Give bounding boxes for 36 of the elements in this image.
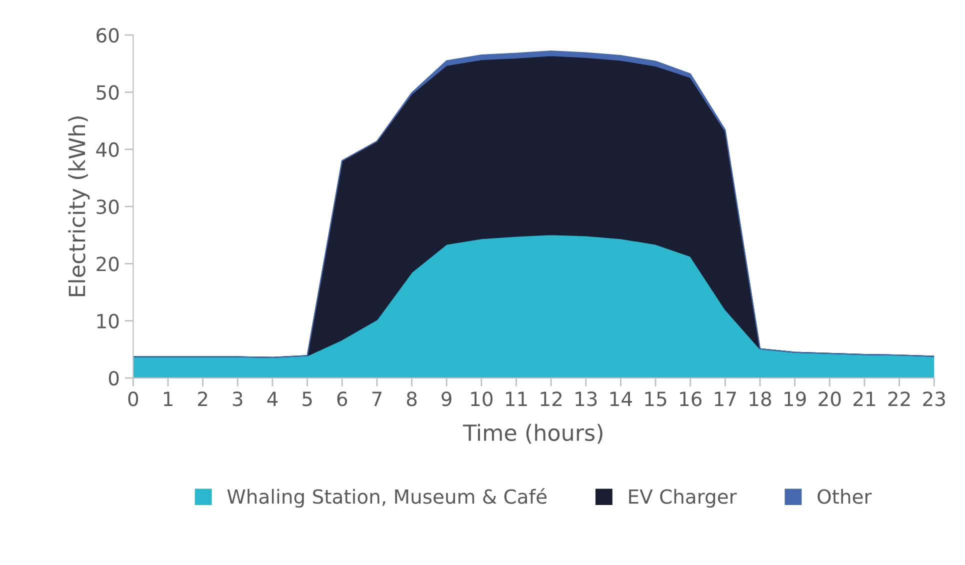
x-tick-label: 1 xyxy=(164,392,172,406)
x-axis-title: Time (hours) xyxy=(462,424,602,444)
x-tick-label: 9 xyxy=(442,392,452,406)
y-tick-label: 30 xyxy=(96,199,119,214)
x-tick-label: 3 xyxy=(232,392,242,406)
x-tick-label: 15 xyxy=(645,392,666,406)
x-tick-label: 22 xyxy=(888,392,910,406)
x-tick-label: 12 xyxy=(540,392,562,406)
x-tick-label: 20 xyxy=(818,392,841,406)
x-tick-label: 10 xyxy=(471,392,492,406)
x-tick-label: 16 xyxy=(680,392,702,406)
x-tick-label: 17 xyxy=(714,392,736,406)
x-tick-label: 18 xyxy=(750,392,772,406)
x-tick-label: 5 xyxy=(302,392,312,406)
legend-label: EV Charger xyxy=(629,488,737,508)
x-tick-label: 7 xyxy=(372,392,382,406)
x-tick-label: 0 xyxy=(128,392,138,406)
x-tick-label: 13 xyxy=(576,392,597,406)
y-tick-label: 20 xyxy=(96,256,119,272)
y-axis-title: Electricity (kWh) xyxy=(68,116,90,296)
y-tick-label: 40 xyxy=(96,142,119,158)
x-tick-label: 14 xyxy=(610,392,632,406)
x-tick-label: 23 xyxy=(923,392,945,406)
y-tick-label: 50 xyxy=(96,85,119,100)
x-tick-label: 19 xyxy=(784,392,806,406)
x-tick-label: 4 xyxy=(267,392,278,406)
x-tick-label: 11 xyxy=(506,392,527,406)
legend-label: Whaling Station, Museum & Café xyxy=(227,488,547,508)
y-tick-label: 60 xyxy=(96,28,119,43)
legend-label: Other xyxy=(818,488,872,504)
x-tick-label: 6 xyxy=(337,392,348,406)
x-tick-label: 8 xyxy=(406,392,417,406)
y-tick-label: 0 xyxy=(108,370,119,386)
x-tick-label: 2 xyxy=(198,392,208,406)
y-tick-label: 10 xyxy=(97,314,119,328)
x-tick-label: 21 xyxy=(854,392,876,406)
